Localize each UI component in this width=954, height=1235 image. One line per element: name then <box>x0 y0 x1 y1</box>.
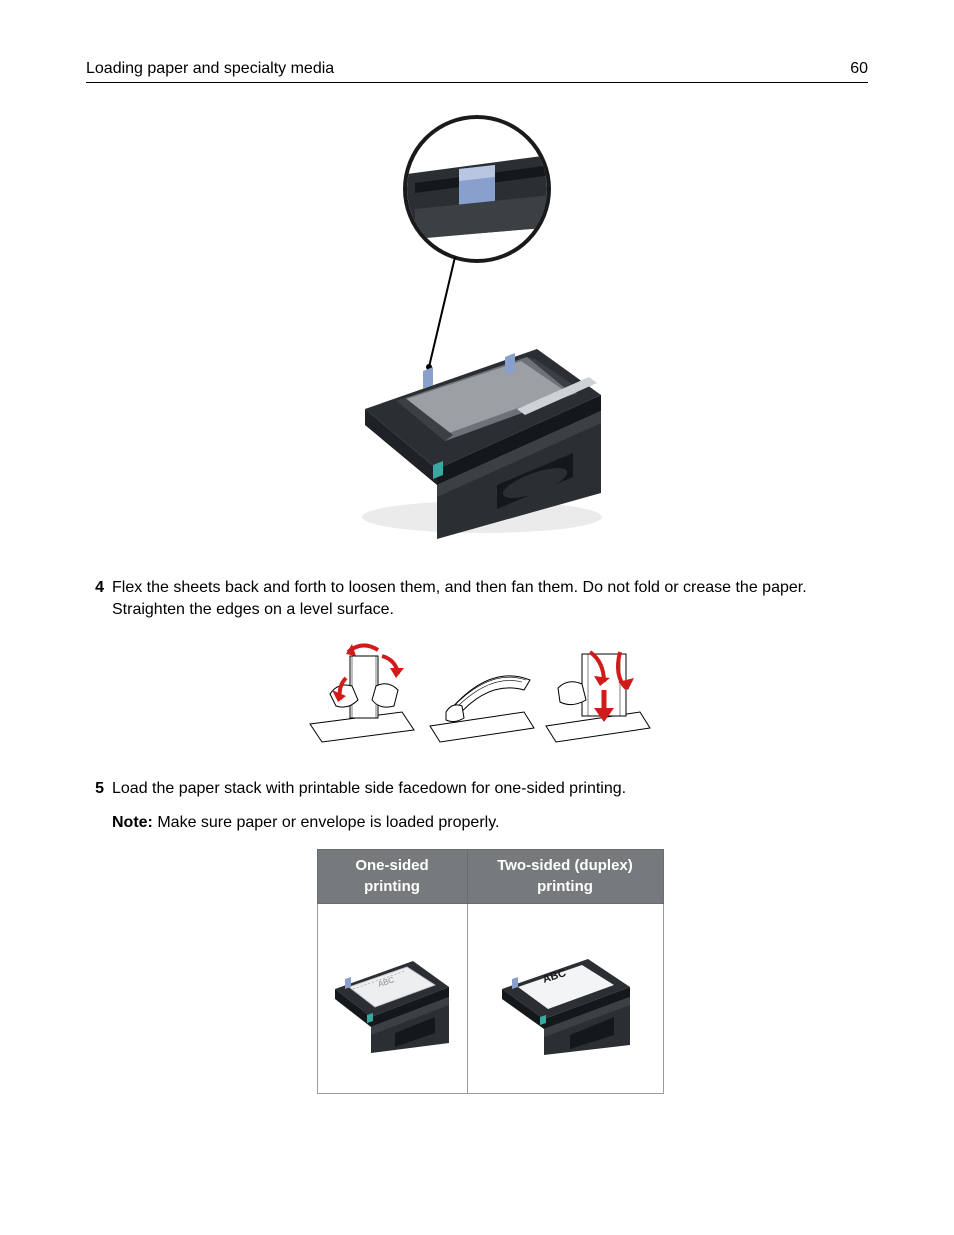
page-number: 60 <box>850 60 868 78</box>
cell-one-sided-image: ABC <box>317 903 467 1093</box>
step-5-text: Load the paper stack with printable side… <box>112 780 626 797</box>
step-4: 4 Flex the sheets back and forth to loos… <box>86 577 868 620</box>
note-text: Make sure paper or envelope is loaded pr… <box>153 814 500 831</box>
step-5-note: Note: Make sure paper or envelope is loa… <box>112 812 868 834</box>
col-one-sided: One‑sided printing <box>317 850 467 904</box>
step-4-text: Flex the sheets back and forth to loosen… <box>112 577 868 620</box>
note-label: Note: <box>112 814 153 831</box>
fan-paper-svg <box>302 638 652 748</box>
step-5: 5 Load the paper stack with printable si… <box>86 778 868 1094</box>
step-5-number: 5 <box>86 778 112 1094</box>
tray-illustration-svg <box>327 109 627 539</box>
figure-fan-paper <box>86 638 868 748</box>
printing-orientation-table: One‑sided printing Two‑sided (duplex) pr… <box>317 849 664 1094</box>
running-header: Loading paper and specialty media 60 <box>86 60 868 83</box>
col-two-sided: Two‑sided (duplex) printing <box>467 850 663 904</box>
step-4-number: 4 <box>86 577 112 620</box>
mini-tray-two-sided: ABC <box>490 935 640 1055</box>
header-title: Loading paper and specialty media <box>86 60 334 78</box>
figure-tray-callout <box>86 109 868 539</box>
mini-tray-one-sided: ABC <box>327 935 457 1055</box>
cell-two-sided-image: ABC <box>467 903 663 1093</box>
